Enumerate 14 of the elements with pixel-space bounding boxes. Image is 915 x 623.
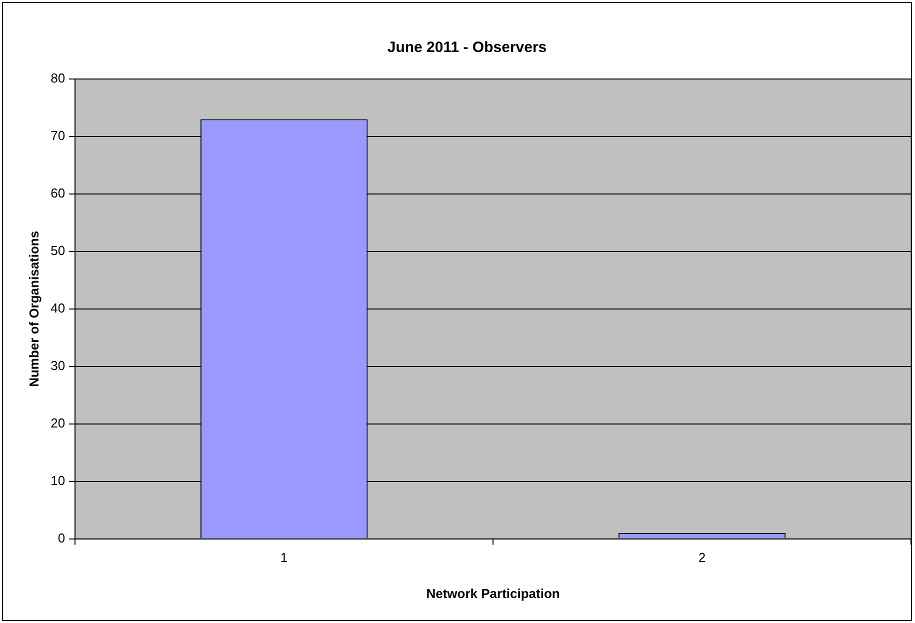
x-tick-label: 1 [280, 550, 288, 566]
y-tick-label: 50 [50, 243, 66, 258]
y-tick-label: 10 [50, 472, 66, 488]
y-tick-label: 0 [58, 530, 66, 546]
y-tick-label: 60 [50, 186, 66, 201]
y-tick-label: 80 [50, 70, 66, 86]
x-axis-title: Network Participation [426, 586, 560, 601]
y-tick-label: 40 [50, 300, 66, 316]
y-axis-title: Number of Organisations [26, 230, 42, 387]
chart-title: June 2011 - Observers [387, 39, 547, 56]
y-tick-label: 30 [50, 358, 66, 373]
x-tick-label: 2 [698, 550, 706, 566]
y-tick-label: 20 [50, 415, 66, 430]
y-tick-label: 70 [50, 128, 66, 144]
